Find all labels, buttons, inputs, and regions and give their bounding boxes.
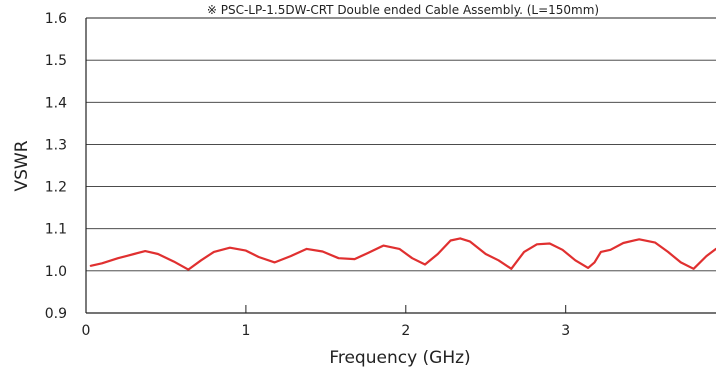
- y-tick-label: 1.5: [45, 53, 67, 69]
- y-axis-ticks: 0.9 1.0 1.1 1.2 1.3 1.4 1.5 1.6: [45, 11, 67, 322]
- x-axis-label: Frequency (GHz): [329, 348, 470, 368]
- y-axis-label: VSWR: [12, 140, 32, 191]
- x-axis-ticks: 0 1 2 3: [82, 305, 570, 339]
- y-tick-label: 0.9: [45, 306, 67, 322]
- y-tick-label: 1.2: [45, 180, 67, 196]
- series-line: [89, 237, 716, 271]
- y-tick-label: 1.1: [45, 222, 67, 238]
- chart-title: ※ PSC-LP-1.5DW-CRT Double ended Cable As…: [207, 3, 599, 17]
- y-tick-label: 1.0: [45, 264, 67, 280]
- x-tick-label: 0: [82, 323, 91, 339]
- y-tick-label: 1.4: [45, 95, 67, 111]
- gridlines: [86, 59, 716, 272]
- x-tick-label: 2: [401, 323, 410, 339]
- y-tick-label: 1.3: [45, 137, 67, 153]
- y-tick-label: 1.6: [45, 11, 67, 27]
- x-tick-label: 1: [241, 323, 250, 339]
- x-tick-label: 3: [561, 323, 570, 339]
